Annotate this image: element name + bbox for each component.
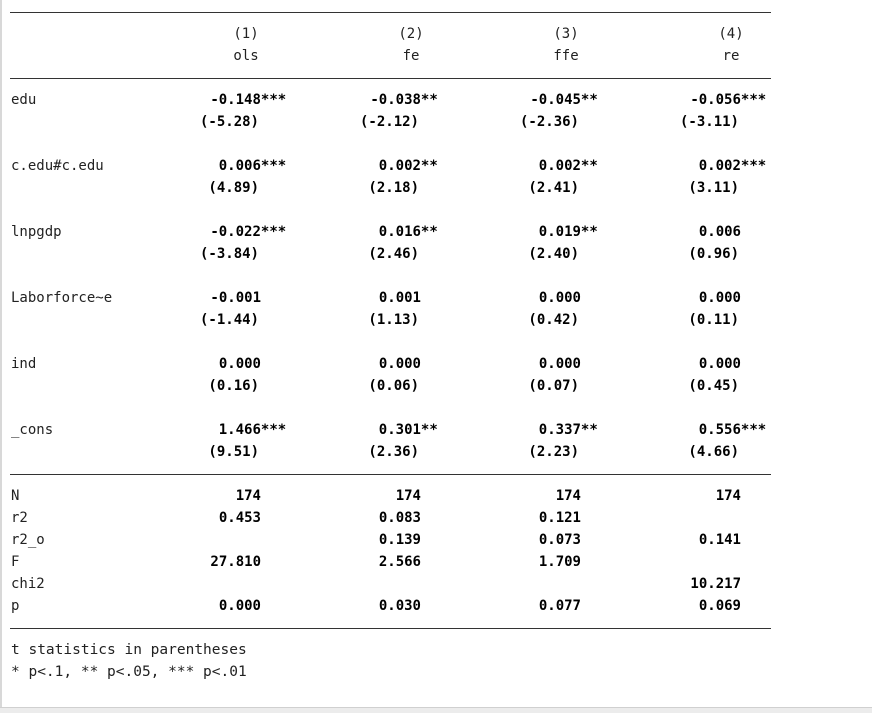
t-statistic: (-3.84)	[199, 246, 259, 262]
stat-value: 0.000	[218, 598, 261, 614]
column-name: re	[722, 48, 740, 64]
column-name: ols	[233, 48, 259, 64]
coefficient-value: 0.000	[538, 356, 581, 372]
coefficient-value: -0.022***	[210, 224, 287, 240]
coefficient-value: 0.000	[698, 356, 741, 372]
t-statistic: (2.40)	[528, 246, 579, 262]
t-statistic: (0.07)	[528, 378, 579, 394]
column-number: (3)	[553, 26, 579, 42]
coefficient-value: 0.019**	[538, 224, 598, 240]
t-statistic: (-2.36)	[519, 114, 579, 130]
column-name: fe	[402, 48, 420, 64]
coefficient-value: -0.045**	[530, 92, 598, 108]
stat-value: 0.453	[218, 510, 261, 526]
table-note-tstats: t statistics in parentheses	[11, 642, 247, 658]
row-label: c.edu#c.edu	[11, 158, 104, 174]
coefficient-value: -0.001	[210, 290, 261, 306]
stat-value: 2.566	[378, 554, 421, 570]
coefficient-value: 0.006***	[218, 158, 287, 174]
coefficient-value: -0.038**	[370, 92, 438, 108]
column-number: (2)	[398, 26, 424, 42]
stat-value: 174	[235, 488, 261, 504]
stat-value: 1.709	[538, 554, 581, 570]
t-statistic: (0.45)	[688, 378, 739, 394]
t-statistic: (0.11)	[688, 312, 739, 328]
window-bottom-edge	[0, 707, 872, 713]
coefficient-value: 0.002**	[538, 158, 598, 174]
coefficient-value: 0.006	[698, 224, 741, 240]
header-rule	[10, 78, 771, 79]
coefficient-value: 0.000	[218, 356, 261, 372]
t-statistic: (0.06)	[368, 378, 419, 394]
stat-value: 0.083	[378, 510, 421, 526]
coefficient-value: 0.556***	[698, 422, 767, 438]
stat-value: 174	[395, 488, 421, 504]
column-number: (4)	[718, 26, 744, 42]
coefficient-value: 0.002***	[698, 158, 767, 174]
t-statistic: (2.46)	[368, 246, 419, 262]
row-label: lnpgdp	[11, 224, 62, 240]
stat-value: 0.073	[538, 532, 581, 548]
t-statistic: (1.13)	[368, 312, 419, 328]
t-statistic: (2.18)	[368, 180, 419, 196]
coefficient-value: 0.337**	[538, 422, 598, 438]
coefficient-value: 0.016**	[378, 224, 438, 240]
t-statistic: (4.66)	[688, 444, 739, 460]
row-label: _cons	[11, 422, 54, 438]
t-statistic: (2.36)	[368, 444, 419, 460]
window-left-edge	[0, 0, 2, 712]
t-statistic: (4.89)	[208, 180, 259, 196]
stat-value: 10.217	[690, 576, 741, 592]
stat-label: chi2	[11, 576, 45, 592]
t-statistic: (9.51)	[208, 444, 259, 460]
stat-label: p	[11, 598, 20, 614]
t-statistic: (0.42)	[528, 312, 579, 328]
stat-value: 0.077	[538, 598, 581, 614]
stat-value: 0.030	[378, 598, 421, 614]
stat-value: 0.139	[378, 532, 421, 548]
t-statistic: (-2.12)	[359, 114, 419, 130]
stat-value: 0.121	[538, 510, 581, 526]
t-statistic: (0.16)	[208, 378, 259, 394]
column-name: ffe	[553, 48, 579, 64]
t-statistic: (-5.28)	[199, 114, 259, 130]
stat-value: 27.810	[210, 554, 261, 570]
stat-label: r2	[11, 510, 28, 526]
row-label: edu	[11, 92, 37, 108]
stat-value: 0.069	[698, 598, 741, 614]
coefficient-value: 0.000	[538, 290, 581, 306]
stat-value: 174	[715, 488, 741, 504]
stat-value: 174	[555, 488, 581, 504]
bottom-rule	[10, 628, 771, 629]
top-rule	[10, 12, 771, 13]
stat-value: 0.141	[698, 532, 741, 548]
t-statistic: (2.41)	[528, 180, 579, 196]
table-note-significance: * p<.1, ** p<.05, *** p<.01	[11, 664, 247, 680]
t-statistic: (-1.44)	[199, 312, 259, 328]
coefficient-value: 0.301**	[378, 422, 438, 438]
column-number: (1)	[233, 26, 259, 42]
coefficient-value: 1.466***	[218, 422, 287, 438]
t-statistic: (-3.11)	[679, 114, 739, 130]
t-statistic: (0.96)	[688, 246, 739, 262]
coefficient-value: -0.056***	[690, 92, 767, 108]
row-label: Laborforce~e	[11, 290, 113, 306]
stat-label: N	[11, 488, 20, 504]
row-label: ind	[11, 356, 37, 372]
t-statistic: (2.23)	[528, 444, 579, 460]
coefficient-value: 0.002**	[378, 158, 438, 174]
coefficient-value: 0.000	[378, 356, 421, 372]
stat-label: F	[11, 554, 20, 570]
stat-label: r2_o	[11, 532, 45, 548]
coefficient-value: 0.001	[378, 290, 421, 306]
coefficient-value: -0.148***	[210, 92, 287, 108]
coefficient-value: 0.000	[698, 290, 741, 306]
coef-stats-rule	[10, 474, 771, 475]
t-statistic: (3.11)	[688, 180, 739, 196]
